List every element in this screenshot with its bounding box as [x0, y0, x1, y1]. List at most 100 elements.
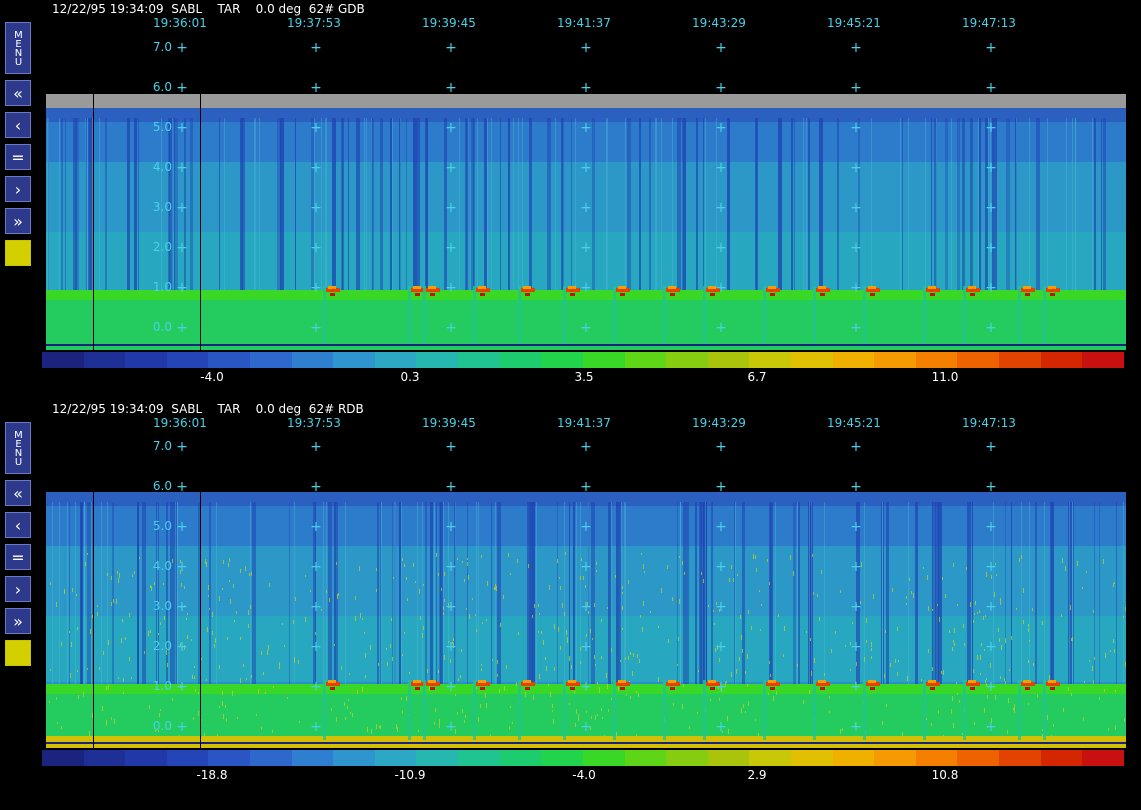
- colorbar-segment: [999, 750, 1041, 766]
- grid-cross: +: [850, 200, 862, 216]
- grid-cross: +: [310, 280, 322, 296]
- grid-cross: +: [445, 639, 457, 655]
- grid-cross: +: [310, 120, 322, 136]
- grid-cross: +: [310, 200, 322, 216]
- grid-cross: +: [850, 160, 862, 176]
- pause-button[interactable]: =: [5, 544, 31, 570]
- altitude-label: 0.0: [152, 719, 172, 733]
- grid-cross: +: [985, 719, 997, 735]
- grid-cross: +: [850, 320, 862, 336]
- sidebar: MENU « ‹ = › »: [5, 422, 33, 672]
- lidar-plot: [46, 94, 1126, 350]
- colorbar-segment: [291, 352, 334, 368]
- colorbar-label: -4.0: [200, 370, 224, 384]
- altitude-label: 1.0: [152, 679, 172, 693]
- step-forward-button[interactable]: ›: [5, 176, 31, 202]
- cursor-line: [93, 492, 94, 748]
- step-forward-button[interactable]: ›: [5, 576, 31, 602]
- color-toggle-button[interactable]: [5, 240, 31, 266]
- grid-cross: +: [580, 599, 592, 615]
- menu-button[interactable]: MENU: [5, 22, 31, 74]
- forward-fast-button[interactable]: »: [5, 608, 31, 634]
- right-icon: ›: [14, 579, 22, 599]
- colorbar-segment: [208, 750, 251, 766]
- grid-cross: +: [580, 160, 592, 176]
- grid-cross: +: [176, 240, 188, 256]
- grid-cross: +: [310, 40, 322, 56]
- colorbar-segment: [874, 352, 916, 368]
- colorbar-label: -4.0: [572, 768, 596, 782]
- color-toggle-button[interactable]: [5, 640, 31, 666]
- menu-label: MENU: [13, 30, 24, 66]
- equals-icon: =: [11, 547, 25, 567]
- grid-cross: +: [985, 439, 997, 455]
- step-back-button[interactable]: ‹: [5, 112, 31, 138]
- grid-cross: +: [176, 679, 188, 695]
- grid-cross: +: [445, 40, 457, 56]
- colorbar-segment: [707, 750, 750, 766]
- grid-cross: +: [580, 639, 592, 655]
- grid-cross: +: [176, 519, 188, 535]
- time-label: 19:41:37: [557, 16, 611, 30]
- grid-cross: +: [580, 559, 592, 575]
- grid-cross: +: [715, 320, 727, 336]
- rewind-fast-button[interactable]: «: [5, 480, 31, 506]
- colorbar-segment: [541, 750, 583, 766]
- grid-cross: +: [580, 240, 592, 256]
- colorbar-segment: [83, 352, 126, 368]
- colorbar-segment: [749, 352, 791, 368]
- grid-cross: +: [850, 280, 862, 296]
- left-icon: ‹: [14, 115, 22, 135]
- grid-cross: +: [310, 320, 322, 336]
- grid-cross: +: [850, 439, 862, 455]
- altitude-label: 5.0: [152, 519, 172, 533]
- grid-cross: +: [445, 280, 457, 296]
- colorbar: [42, 750, 1124, 766]
- time-label: 19:37:53: [287, 16, 341, 30]
- grid-cross: +: [715, 200, 727, 216]
- grid-cross: +: [445, 200, 457, 216]
- grid-cross: +: [580, 679, 592, 695]
- lidar-image: [46, 94, 1126, 350]
- colorbar-label: -18.8: [196, 768, 228, 782]
- time-label: 19:43:29: [692, 416, 746, 430]
- grid-cross: +: [580, 519, 592, 535]
- colorbar-segment: [832, 750, 875, 766]
- grid-cross: +: [850, 479, 862, 495]
- colorbar: [42, 352, 1124, 368]
- grid-cross: +: [715, 439, 727, 455]
- colorbar-segment: [83, 750, 126, 766]
- grid-cross: +: [176, 280, 188, 296]
- colorbar-segment: [374, 750, 417, 766]
- colorbar-segment: [125, 352, 167, 368]
- grid-cross: +: [850, 120, 862, 136]
- grid-cross: +: [176, 639, 188, 655]
- double-left-icon: «: [13, 83, 23, 103]
- colorbar-segment: [250, 750, 292, 766]
- altitude-label: 0.0: [152, 320, 172, 334]
- grid-cross: +: [310, 160, 322, 176]
- grid-cross: +: [715, 639, 727, 655]
- grid-cross: +: [176, 200, 188, 216]
- pause-button[interactable]: =: [5, 144, 31, 170]
- menu-button[interactable]: MENU: [5, 422, 31, 474]
- grid-cross: +: [715, 240, 727, 256]
- time-label: 19:47:13: [962, 16, 1016, 30]
- sidebar: MENU « ‹ = › »: [5, 22, 33, 272]
- time-label: 19:39:45: [422, 416, 476, 430]
- grid-cross: +: [580, 80, 592, 96]
- grid-cross: +: [850, 599, 862, 615]
- grid-cross: +: [985, 679, 997, 695]
- rewind-fast-button[interactable]: «: [5, 80, 31, 106]
- colorbar-segment: [874, 750, 916, 766]
- grid-cross: +: [715, 679, 727, 695]
- forward-fast-button[interactable]: »: [5, 208, 31, 234]
- grid-cross: +: [715, 280, 727, 296]
- step-back-button[interactable]: ‹: [5, 512, 31, 538]
- cursor-line: [200, 94, 201, 350]
- colorbar-segment: [541, 352, 583, 368]
- grid-cross: +: [580, 439, 592, 455]
- grid-cross: +: [850, 40, 862, 56]
- colorbar-segment: [499, 750, 542, 766]
- grid-cross: +: [715, 559, 727, 575]
